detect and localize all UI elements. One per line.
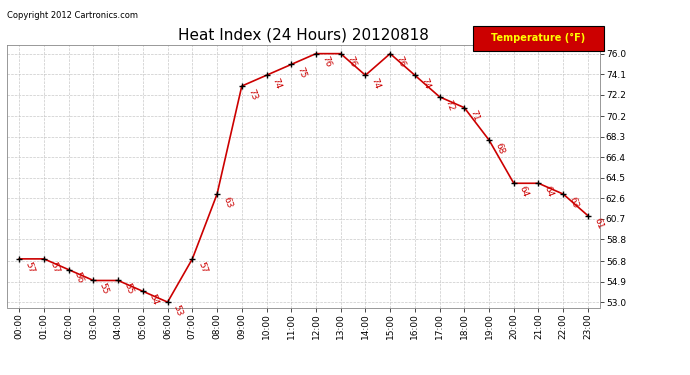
Text: 68: 68 (493, 141, 506, 155)
Text: 64: 64 (518, 184, 531, 198)
Text: 63: 63 (567, 195, 580, 209)
Text: 53: 53 (172, 303, 184, 317)
Text: 72: 72 (444, 98, 456, 112)
Text: 64: 64 (542, 184, 555, 198)
Text: 71: 71 (469, 109, 481, 123)
Text: 57: 57 (48, 260, 61, 274)
Text: 57: 57 (197, 260, 209, 274)
Text: 61: 61 (592, 217, 604, 231)
Text: 63: 63 (221, 195, 234, 209)
Text: 56: 56 (73, 271, 86, 285)
Text: 55: 55 (97, 282, 110, 296)
Text: 76: 76 (320, 55, 333, 69)
Text: 55: 55 (122, 282, 135, 296)
Text: 54: 54 (147, 292, 159, 306)
Text: 76: 76 (394, 55, 406, 69)
Text: 76: 76 (345, 55, 357, 69)
Text: 75: 75 (295, 66, 308, 80)
Title: Heat Index (24 Hours) 20120818: Heat Index (24 Hours) 20120818 (178, 27, 429, 42)
Text: 57: 57 (23, 260, 36, 274)
Text: 74: 74 (419, 76, 431, 90)
Text: Copyright 2012 Cartronics.com: Copyright 2012 Cartronics.com (7, 11, 138, 20)
Text: 73: 73 (246, 87, 258, 101)
Text: 74: 74 (370, 76, 382, 90)
Text: 74: 74 (270, 76, 283, 90)
Text: Temperature (°F): Temperature (°F) (491, 33, 585, 44)
